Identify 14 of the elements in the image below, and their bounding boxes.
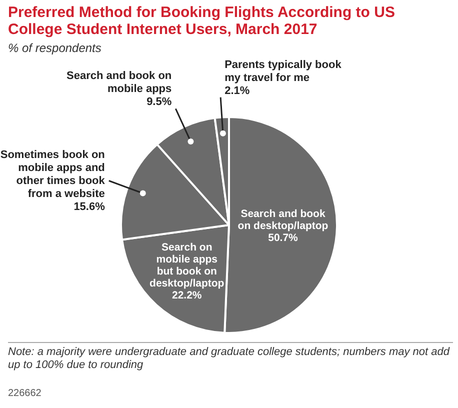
data-label: 50.7%: [268, 232, 299, 244]
slice-label: Sometimes book on mobile apps and other times book from a website: [0, 148, 106, 200]
chart-title: Preferred Method for Booking Flights According to US College Student Internet Users, March 2017: [8, 4, 396, 38]
data-label: 2.1%: [224, 84, 250, 97]
slice-label: Search and book on mobile apps: [66, 70, 172, 96]
text: Note: a majority were undergraduate and graduate college students; numbers may not add up to 100% due to rounding: [8, 342, 453, 372]
slice-label: Search on mobile apps but book on desktop/laptop: [150, 241, 224, 290]
data-label: 22.2%: [172, 289, 202, 302]
chart-subtitle: % of respondents: [8, 41, 102, 55]
slice-label: Parents typically book my travel for me: [224, 58, 342, 84]
data-label: 9.5%: [146, 96, 172, 108]
text: 226662: [8, 388, 42, 399]
slice-label: Search and book on desktop/laptop: [238, 208, 328, 232]
data-label: 15.6%: [74, 200, 106, 213]
